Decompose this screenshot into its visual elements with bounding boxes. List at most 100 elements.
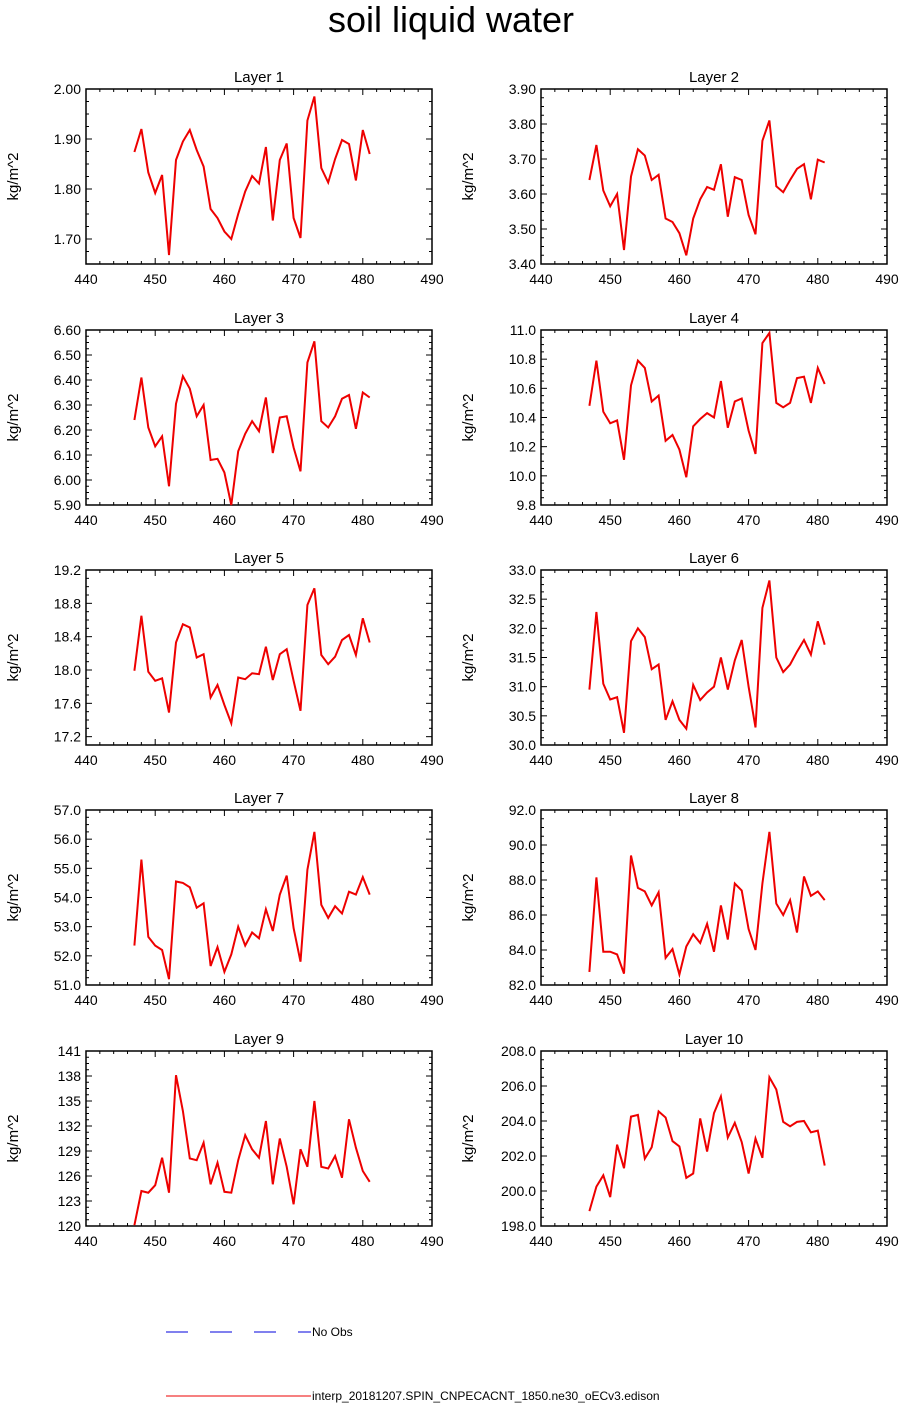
y-tick-label: 10.0 — [509, 468, 536, 484]
chart-layer-4: Layer 4 440 450 460 470 480 490 9.8 10.0 10.2 10.4… — [460, 310, 899, 528]
y-axis-label: kg/m^2 — [460, 394, 477, 442]
chart-layer-6: Layer 6 440 450 460 470 480 490 30.0 30.5 31.0 31.… — [460, 550, 899, 768]
y-tick-label: 55.0 — [54, 860, 81, 876]
series-line — [133, 587, 371, 728]
chart-layer-3: Layer 3 440 450 460 470 480 490 5.90 6.00 6.10 6.2… — [5, 310, 444, 528]
x-tick-label: 450 — [599, 512, 623, 528]
x-tick-label: 490 — [420, 752, 444, 768]
x-tick-label: 440 — [529, 1233, 553, 1249]
x-tick-label: 460 — [213, 992, 237, 1008]
y-tick-label: 54.0 — [54, 890, 81, 906]
y-tick-label: 135 — [58, 1093, 82, 1109]
x-tick-label: 490 — [420, 512, 444, 528]
y-tick-label: 202.0 — [501, 1148, 536, 1164]
y-tick-label: 1.70 — [54, 231, 81, 247]
x-tick-label: 480 — [351, 752, 375, 768]
panel-title: Layer 10 — [685, 1031, 743, 1048]
legend-no-obs-swatch — [166, 1331, 311, 1333]
chart-layer-5: Layer 5 440 450 460 470 480 490 17.2 17.6 18.0 18.… — [5, 550, 444, 768]
x-tick-label: 460 — [213, 752, 237, 768]
legend-model-run: interp_20181207.SPIN_CNPECACNT_1850.ne30… — [166, 1386, 886, 1406]
y-axis-label: kg/m^2 — [460, 874, 477, 922]
y-tick-label: 6.40 — [54, 372, 81, 388]
x-tick-label: 470 — [737, 752, 761, 768]
y-tick-label: 3.70 — [509, 151, 536, 167]
y-axis-label: kg/m^2 — [460, 634, 477, 682]
y-tick-label: 32.5 — [509, 591, 536, 607]
x-tick-label: 460 — [668, 512, 692, 528]
x-tick-label: 440 — [74, 512, 98, 528]
y-axis-label: kg/m^2 — [5, 153, 22, 201]
legend-model-run-label: interp_20181207.SPIN_CNPECACNT_1850.ne30… — [312, 1389, 660, 1403]
x-tick-label: 490 — [875, 512, 899, 528]
x-tick-label: 470 — [737, 512, 761, 528]
y-axis-label: kg/m^2 — [460, 1115, 477, 1163]
series-line — [588, 120, 826, 256]
x-tick-label: 450 — [599, 1233, 623, 1249]
y-tick-label: 10.4 — [509, 410, 536, 426]
x-tick-label: 490 — [875, 1233, 899, 1249]
y-tick-label: 31.5 — [509, 650, 536, 666]
y-tick-label: 3.60 — [509, 186, 536, 202]
x-tick-label: 440 — [529, 992, 553, 1008]
x-tick-label: 440 — [529, 752, 553, 768]
y-tick-label: 32.0 — [509, 620, 536, 636]
plot-frame — [85, 1050, 433, 1227]
x-tick-label: 490 — [420, 1233, 444, 1249]
panel-title: Layer 4 — [689, 310, 739, 327]
y-tick-label: 6.00 — [54, 472, 81, 488]
series-line — [588, 1074, 826, 1212]
panel-title: Layer 7 — [234, 790, 284, 807]
y-tick-label: 17.6 — [54, 695, 81, 711]
y-tick-label: 51.0 — [54, 977, 81, 993]
y-tick-label: 3.40 — [509, 256, 536, 272]
plot-frame — [85, 88, 433, 265]
series-line — [133, 96, 371, 256]
x-tick-label: 450 — [144, 1233, 168, 1249]
y-tick-label: 10.8 — [509, 351, 536, 367]
y-tick-label: 6.30 — [54, 397, 81, 413]
x-tick-label: 440 — [74, 992, 98, 1008]
y-axis-label: kg/m^2 — [5, 1115, 22, 1163]
y-tick-label: 2.00 — [54, 81, 81, 97]
y-axis-label: kg/m^2 — [5, 394, 22, 442]
y-tick-label: 6.60 — [54, 322, 81, 338]
x-tick-label: 440 — [74, 752, 98, 768]
x-tick-label: 440 — [74, 1233, 98, 1249]
y-tick-label: 123 — [58, 1193, 82, 1209]
x-tick-label: 480 — [806, 1233, 830, 1249]
chart-layer-1: Layer 1 440 450 460 470 480 490 1.70 1.80 1.90 2.0… — [5, 69, 444, 287]
x-tick-label: 470 — [737, 271, 761, 287]
x-tick-label: 470 — [737, 992, 761, 1008]
x-tick-label: 450 — [599, 992, 623, 1008]
x-tick-label: 470 — [282, 992, 306, 1008]
x-tick-label: 480 — [351, 512, 375, 528]
x-tick-label: 490 — [875, 992, 899, 1008]
x-tick-label: 490 — [420, 271, 444, 287]
series-line — [588, 831, 826, 979]
series-line — [588, 580, 826, 733]
y-tick-label: 84.0 — [509, 942, 536, 958]
x-tick-label: 460 — [213, 1233, 237, 1249]
panel-title: Layer 8 — [689, 790, 739, 807]
x-tick-label: 480 — [351, 1233, 375, 1249]
y-tick-label: 82.0 — [509, 977, 536, 993]
x-tick-label: 460 — [668, 992, 692, 1008]
y-tick-label: 120 — [58, 1218, 82, 1234]
y-tick-label: 138 — [58, 1068, 82, 1084]
x-tick-label: 470 — [282, 752, 306, 768]
y-tick-label: 9.8 — [517, 497, 537, 513]
y-tick-label: 52.0 — [54, 948, 81, 964]
plot-frame — [540, 809, 888, 986]
y-tick-label: 19.2 — [54, 562, 81, 578]
chart-layer-2: Layer 2 440 450 460 470 480 490 3.40 3.50 3.60 3.7… — [460, 69, 899, 287]
y-tick-label: 126 — [58, 1168, 82, 1184]
y-tick-label: 90.0 — [509, 837, 536, 853]
y-tick-label: 1.80 — [54, 181, 81, 197]
x-tick-label: 440 — [529, 512, 553, 528]
plot-frame — [85, 329, 433, 506]
x-tick-label: 470 — [737, 1233, 761, 1249]
y-tick-label: 198.0 — [501, 1218, 536, 1234]
y-tick-label: 141 — [58, 1043, 82, 1059]
